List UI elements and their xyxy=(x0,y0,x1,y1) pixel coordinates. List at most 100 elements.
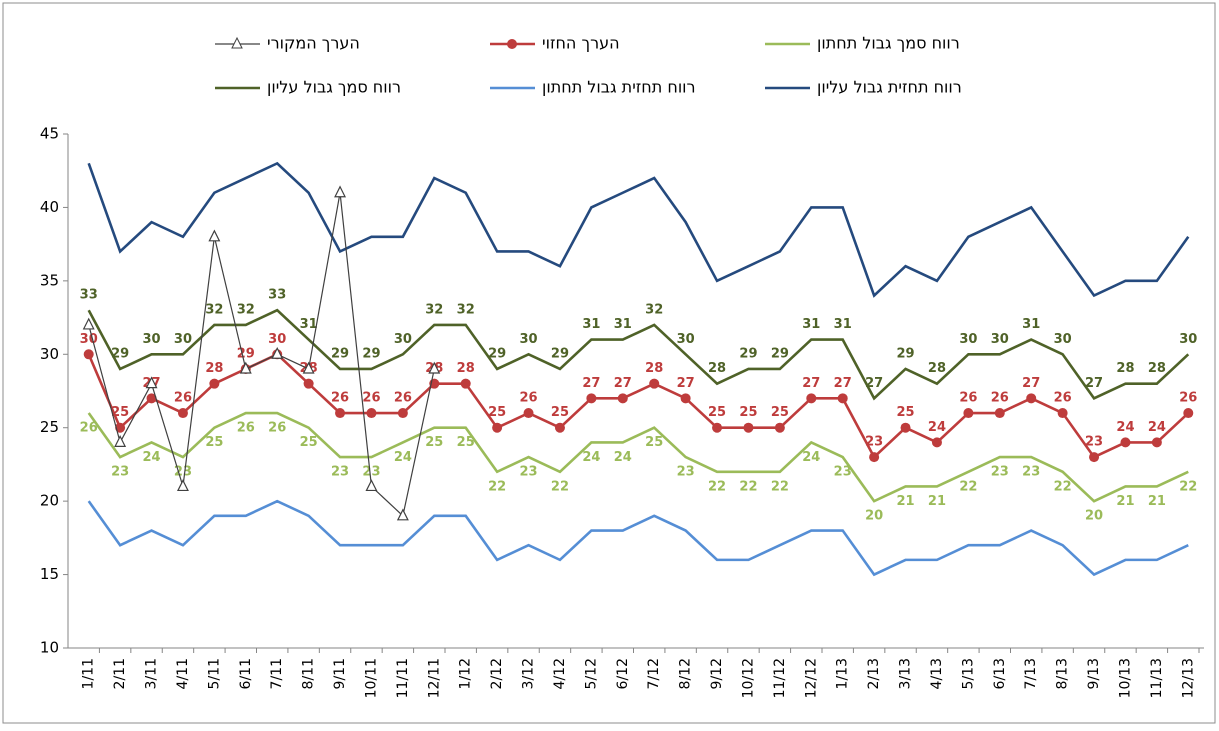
x-tick-label: 3/13 xyxy=(898,658,914,689)
point-marker xyxy=(963,408,974,419)
x-tick-label: 10/13 xyxy=(1117,658,1133,698)
legend-marker xyxy=(231,36,243,49)
x-tick-label: 11/12 xyxy=(772,658,788,698)
x-tick-label: 12/12 xyxy=(803,658,819,698)
data-label: 22 xyxy=(1054,479,1072,494)
data-label: 26 xyxy=(394,391,412,406)
legend-label: רווח סמך גבול עליון xyxy=(267,78,401,97)
data-label: 23 xyxy=(1022,465,1040,480)
point-marker xyxy=(208,229,221,242)
legend-marker xyxy=(507,39,517,49)
data-label: 22 xyxy=(488,479,506,494)
data-label: 23 xyxy=(677,465,695,480)
point-marker xyxy=(1120,437,1131,448)
x-tick-label: 6/13 xyxy=(992,658,1008,689)
data-label: 23 xyxy=(362,465,380,480)
legend-label: רווח סמך גבול תחתון xyxy=(817,34,960,53)
point-marker xyxy=(428,361,441,374)
data-label: 29 xyxy=(771,346,789,361)
data-label: 32 xyxy=(205,302,223,317)
x-tick-label: 11/11 xyxy=(395,658,411,698)
x-tick-label: 2/12 xyxy=(489,658,505,689)
data-label: 22 xyxy=(708,479,726,494)
data-label: 28 xyxy=(708,361,726,376)
point-marker xyxy=(365,479,378,492)
data-label: 23 xyxy=(331,465,349,480)
x-tick-label: 6/11 xyxy=(238,658,254,689)
point-marker xyxy=(209,378,220,389)
point-marker xyxy=(554,422,565,433)
data-label: 29 xyxy=(362,346,380,361)
x-tick-label: 7/12 xyxy=(646,658,662,689)
data-label: 31 xyxy=(802,317,820,332)
point-marker xyxy=(335,408,346,419)
data-label: 27 xyxy=(614,376,632,391)
series-line xyxy=(87,411,1189,503)
data-label: 21 xyxy=(1116,494,1134,509)
point-marker xyxy=(302,361,315,374)
data-label: 32 xyxy=(645,302,663,317)
data-label: 25 xyxy=(488,405,506,420)
data-label: 26 xyxy=(268,421,286,436)
x-tick-label: 8/11 xyxy=(301,658,317,689)
point-marker xyxy=(114,435,127,447)
series-line xyxy=(87,308,1190,401)
data-label: 25 xyxy=(551,405,569,420)
data-label: 27 xyxy=(677,376,695,391)
point-marker xyxy=(334,185,347,198)
point-marker xyxy=(271,346,284,359)
point-marker xyxy=(900,422,911,433)
series-line xyxy=(87,499,1189,577)
data-label: 26 xyxy=(362,391,380,406)
point-marker xyxy=(115,422,126,433)
data-label: 20 xyxy=(865,509,883,524)
data-label: 26 xyxy=(237,421,255,436)
data-label: 31 xyxy=(614,317,632,332)
x-tick-label: 9/11 xyxy=(332,658,348,689)
data-label: 21 xyxy=(928,494,946,509)
x-tick-label: 6/12 xyxy=(615,658,631,689)
data-label: 31 xyxy=(1022,317,1040,332)
x-tick-label: 12/13 xyxy=(1180,658,1196,698)
point-marker xyxy=(177,408,188,419)
data-label: 29 xyxy=(111,346,129,361)
data-label: 25 xyxy=(111,405,129,420)
data-label: 25 xyxy=(645,435,663,450)
x-tick-label: 3/11 xyxy=(144,658,160,689)
x-tick-label: 5/12 xyxy=(583,658,599,689)
data-label: 21 xyxy=(896,494,914,509)
data-label: 24 xyxy=(142,450,160,465)
data-label: 24 xyxy=(802,450,820,465)
data-label: 27 xyxy=(865,376,883,391)
data-label: 23 xyxy=(834,465,852,480)
point-marker xyxy=(869,452,880,463)
data-label: 29 xyxy=(896,346,914,361)
point-marker xyxy=(239,361,252,374)
data-label: 28 xyxy=(1148,361,1166,376)
point-marker xyxy=(176,479,189,492)
point-marker xyxy=(806,393,817,404)
data-label: 28 xyxy=(457,361,475,376)
data-label: 23 xyxy=(111,465,129,480)
x-tick-label: 9/13 xyxy=(1086,658,1102,689)
data-label: 25 xyxy=(300,435,318,450)
data-label: 28 xyxy=(645,361,663,376)
data-label: 33 xyxy=(268,288,286,303)
legend-label: הערך החזוי xyxy=(542,34,620,53)
data-label: 23 xyxy=(991,465,1009,480)
data-label: 30 xyxy=(394,332,412,347)
data-label: 31 xyxy=(300,317,318,332)
data-label: 22 xyxy=(771,479,789,494)
point-marker xyxy=(931,437,942,448)
data-label: 29 xyxy=(551,346,569,361)
data-label: 30 xyxy=(174,332,192,347)
data-label: 26 xyxy=(331,391,349,406)
point-marker xyxy=(145,376,158,389)
data-label: 23 xyxy=(174,465,192,480)
data-label: 29 xyxy=(488,346,506,361)
legend-label: רווח תחזית גבול תחתון xyxy=(542,78,696,97)
x-tick-label: 4/12 xyxy=(552,658,568,689)
data-label: 22 xyxy=(551,479,569,494)
data-label: 26 xyxy=(991,391,1009,406)
